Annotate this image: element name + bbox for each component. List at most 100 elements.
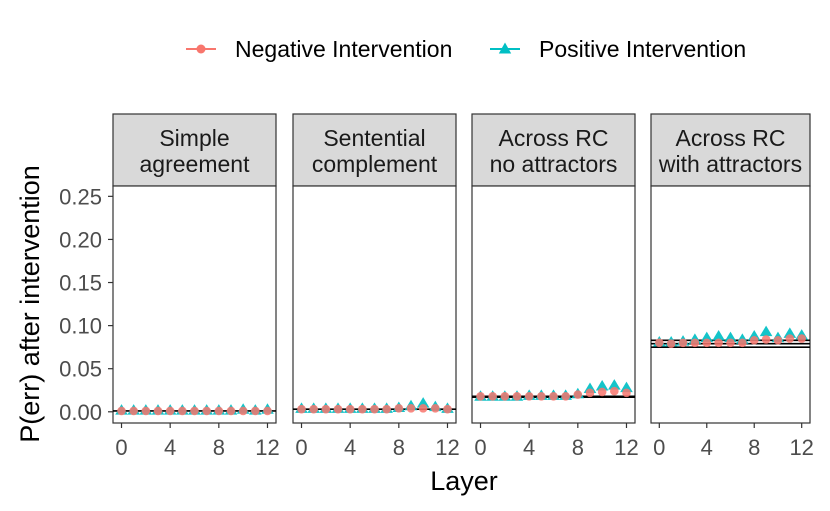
negative-intervention-point (382, 404, 391, 414)
negative-intervention-point (488, 391, 497, 401)
y-tick-label-1: 0.05 (59, 357, 102, 382)
negative-intervention-point (512, 391, 522, 401)
negative-intervention-point (678, 338, 688, 348)
panel-1 (292, 113, 457, 428)
strip-title-2-line-2: no attractors (490, 151, 618, 177)
strip-title-3-line-1: Across RC (676, 125, 786, 151)
negative-intervention-point (537, 391, 546, 401)
y-tick-label-5: 0.25 (59, 184, 102, 209)
negative-intervention-point (345, 404, 355, 414)
negative-intervention-point (394, 404, 404, 413)
negative-intervention-point (165, 406, 175, 416)
legend-positive-label: Positive Intervention (539, 36, 746, 62)
positive-intervention-point (608, 379, 621, 390)
negative-intervention-point (726, 338, 735, 348)
strip-titles: Simple agreement Sentential complement A… (140, 125, 803, 177)
x-tick-label: 8 (748, 435, 760, 460)
positive-intervention-point (595, 379, 609, 391)
negative-intervention-point (141, 406, 151, 416)
legend: Negative Intervention Positive Intervent… (186, 36, 746, 62)
legend-negative-key-circle-icon (196, 44, 206, 54)
negative-intervention-point (610, 386, 619, 396)
panel-0 (108, 113, 277, 428)
y-axis-title: P(err) after intervention (15, 165, 45, 443)
positive-intervention-point (620, 381, 633, 393)
positive-intervention-point (724, 331, 737, 343)
x-tick-label: 12 (789, 435, 813, 460)
x-tick-label: 8 (572, 435, 584, 460)
negative-intervention-point (418, 404, 428, 413)
plot-area-border (471, 185, 636, 424)
panel-3 (650, 113, 811, 428)
negative-intervention-point (443, 404, 452, 414)
plot-area-border (650, 185, 811, 424)
strip-title-3-line-2: with attractors (658, 151, 802, 177)
negative-intervention-point (500, 391, 510, 401)
positive-intervention-point (712, 329, 725, 341)
strip-title-0-line-2: agreement (140, 151, 251, 177)
x-tick-labels: 0 4 8 12 0 4 8 12 0 4 8 12 0 4 8 12 (115, 435, 814, 460)
negative-intervention-point (178, 406, 187, 416)
x-tick-label: 4 (523, 435, 535, 460)
panels (108, 113, 811, 428)
negative-intervention-point (129, 406, 138, 416)
negative-intervention-point (655, 338, 664, 348)
negative-intervention-point (358, 404, 367, 414)
negative-intervention-point (597, 387, 607, 397)
negative-intervention-point (785, 334, 795, 343)
negative-intervention-point (238, 406, 248, 416)
negative-intervention-point (214, 406, 224, 416)
negative-intervention-point (524, 391, 534, 401)
positive-intervention-point (759, 325, 773, 337)
negative-intervention-point (666, 339, 676, 349)
negative-intervention-point (702, 338, 712, 348)
x-tick-label: 0 (653, 435, 665, 460)
x-tick-label: 0 (115, 435, 127, 460)
positive-intervention-point (783, 327, 797, 338)
legend-positive-key-triangle-icon (498, 42, 512, 54)
x-tick-label: 0 (295, 435, 307, 460)
y-tick-label-4: 0.20 (59, 227, 102, 252)
plot-area-border (292, 185, 457, 424)
x-tick-label: 0 (474, 435, 486, 460)
x-tick-label: 8 (393, 435, 405, 460)
negative-intervention-point (251, 406, 260, 416)
negative-intervention-point (190, 406, 199, 416)
positive-intervention-point (416, 397, 430, 408)
negative-intervention-point (226, 406, 236, 416)
negative-intervention-point (476, 391, 485, 401)
negative-intervention-point (773, 335, 783, 345)
y-tick-label-0: 0.00 (59, 400, 102, 425)
legend-negative-label: Negative Intervention (235, 36, 452, 62)
x-tick-label: 12 (255, 435, 279, 460)
negative-intervention-point (333, 404, 343, 414)
negative-intervention-point (202, 406, 211, 416)
x-axis-title: Layer (430, 466, 498, 496)
negative-intervention-point (714, 338, 723, 348)
strip-background (650, 113, 811, 187)
strip-title-0-line-1: Simple (159, 125, 229, 151)
negative-intervention-point (622, 388, 631, 398)
negative-intervention-point (406, 404, 416, 413)
negative-intervention-point (431, 404, 440, 413)
negative-intervention-point (370, 404, 379, 414)
strip-background (112, 113, 277, 187)
x-tick-label: 4 (701, 435, 713, 460)
strip-background (471, 113, 636, 187)
x-tick-label: 12 (614, 435, 638, 460)
negative-intervention-point (153, 406, 163, 416)
negative-intervention-point (573, 390, 583, 399)
y-tick-labels: 0.00 0.05 0.10 0.15 0.20 0.25 (59, 184, 102, 424)
x-tick-label: 4 (164, 435, 176, 460)
x-tick-label: 8 (213, 435, 225, 460)
negative-intervention-point (297, 404, 306, 414)
strip-title-2-line-1: Across RC (499, 125, 609, 151)
negative-intervention-point (549, 391, 558, 401)
positive-intervention-point (700, 331, 714, 343)
negative-intervention-point (761, 335, 771, 344)
negative-intervention-point (690, 338, 700, 348)
x-tick-label: 4 (344, 435, 356, 460)
strip-title-1-line-1: Sentential (323, 125, 425, 151)
negative-intervention-point (738, 338, 747, 348)
